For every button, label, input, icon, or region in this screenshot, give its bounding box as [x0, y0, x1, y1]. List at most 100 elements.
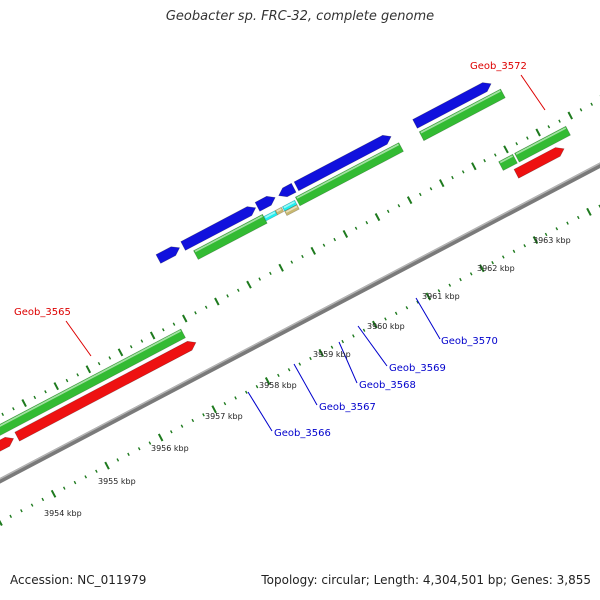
tick-outer [182, 314, 188, 323]
map-title: Geobacter sp. FRC-32, complete genome [165, 9, 435, 24]
gene-green-inner-3 [418, 88, 506, 142]
tick-inner [234, 396, 237, 400]
tick-outer [493, 153, 497, 157]
tick-inner [287, 368, 291, 372]
gene-tan-1-shine [276, 208, 282, 213]
tick-outer [333, 237, 337, 242]
gene-blue-4 [293, 134, 392, 192]
scale-label: 3962 kbp [477, 264, 515, 273]
tick-inner [84, 475, 88, 479]
tick-inner [148, 441, 152, 445]
tick-inner [341, 339, 345, 344]
tick-inner [491, 260, 494, 265]
tick-outer [21, 399, 27, 408]
label-geob-3566-leader [247, 391, 273, 432]
tick-inner [244, 390, 248, 394]
label-geob-3570: Geob_3570 [441, 336, 498, 347]
tick-outer [226, 294, 229, 298]
tick-outer [310, 246, 316, 255]
tick-inner [405, 306, 409, 310]
gene-green-left-shine [0, 329, 182, 427]
tick-inner [127, 452, 130, 457]
tick-outer [97, 361, 101, 366]
tick-inner [425, 292, 432, 301]
tick-outer [65, 378, 69, 383]
tick-outer [236, 288, 240, 292]
tick-inner [41, 497, 45, 502]
tick-outer [161, 328, 165, 332]
tick-outer [12, 407, 15, 411]
tick-inner [437, 289, 441, 293]
tick-outer [406, 196, 413, 205]
tick-inner [116, 458, 120, 462]
gene-green-inner-1-shine [194, 215, 263, 253]
tick-inner [352, 334, 355, 338]
tick-outer [172, 322, 176, 326]
tick-inner [362, 328, 366, 332]
tick-inner [157, 433, 164, 442]
tick-inner [191, 418, 195, 423]
tick-inner [30, 503, 34, 507]
tick-outer [246, 280, 252, 289]
tick-outer [354, 226, 358, 230]
tick-inner [479, 264, 485, 273]
tick-outer [503, 145, 509, 154]
tick-outer [204, 305, 208, 309]
tick-inner [566, 221, 569, 225]
gene-green-right-1 [498, 153, 518, 171]
label-geob-3569: Geob_3569 [389, 363, 446, 374]
tick-outer [558, 119, 561, 123]
tick-inner [277, 373, 280, 378]
tick-outer [579, 108, 583, 112]
gene-red-left-stub [0, 436, 15, 452]
tick-inner [137, 447, 141, 451]
tick-outer [590, 102, 594, 106]
tick-marks [0, 95, 600, 526]
tick-inner [523, 244, 527, 248]
gene-green-right-2-shine [515, 127, 567, 155]
gene-cyan-1-shine [264, 211, 276, 219]
gene-red-right [513, 147, 565, 179]
gene-green-inner-3-shine [420, 90, 501, 134]
tick-inner [544, 232, 548, 237]
tick-outer [33, 395, 37, 400]
scale-label: 3959 kbp [313, 350, 351, 359]
tick-inner [104, 461, 110, 470]
tick-inner [416, 300, 419, 304]
label-geob-3567: Geob_3567 [319, 402, 376, 413]
tick-inner [512, 249, 516, 254]
tick-inner [384, 317, 387, 321]
tick-outer [194, 311, 197, 315]
tick-outer [301, 254, 304, 259]
gene-blue-2 [254, 195, 276, 212]
gene-green-left [0, 328, 186, 436]
scale-label: 3955 kbp [98, 477, 136, 486]
tick-inner [95, 469, 98, 473]
label-geob-3568: Geob_3568 [359, 380, 416, 391]
label-geob-3569-leader [357, 325, 388, 367]
tick-outer [471, 162, 477, 171]
tick-inner [180, 424, 184, 428]
scale-label: 3961 kbp [422, 292, 460, 301]
tick-outer [149, 331, 156, 340]
tick-inner [448, 283, 452, 287]
tick-outer [535, 128, 541, 137]
tick-inner [62, 486, 66, 490]
tick-inner [576, 215, 580, 220]
label-geob-3566: Geob_3566 [274, 428, 331, 439]
tick-outer [451, 175, 454, 180]
gene-green-inner-2 [294, 142, 404, 207]
tick-inner [309, 356, 312, 361]
label-geob-3570-leader [415, 297, 441, 340]
tick-outer [429, 187, 433, 191]
tick-inner [73, 480, 77, 485]
gene-blue-1 [180, 206, 257, 251]
tick-inner [298, 362, 302, 366]
tick-inner [318, 348, 324, 357]
tick-outer [269, 271, 272, 276]
gene-blue-3 [278, 182, 297, 198]
tick-outer [342, 229, 349, 238]
tick-inner [202, 413, 205, 417]
tick-outer [483, 158, 486, 163]
